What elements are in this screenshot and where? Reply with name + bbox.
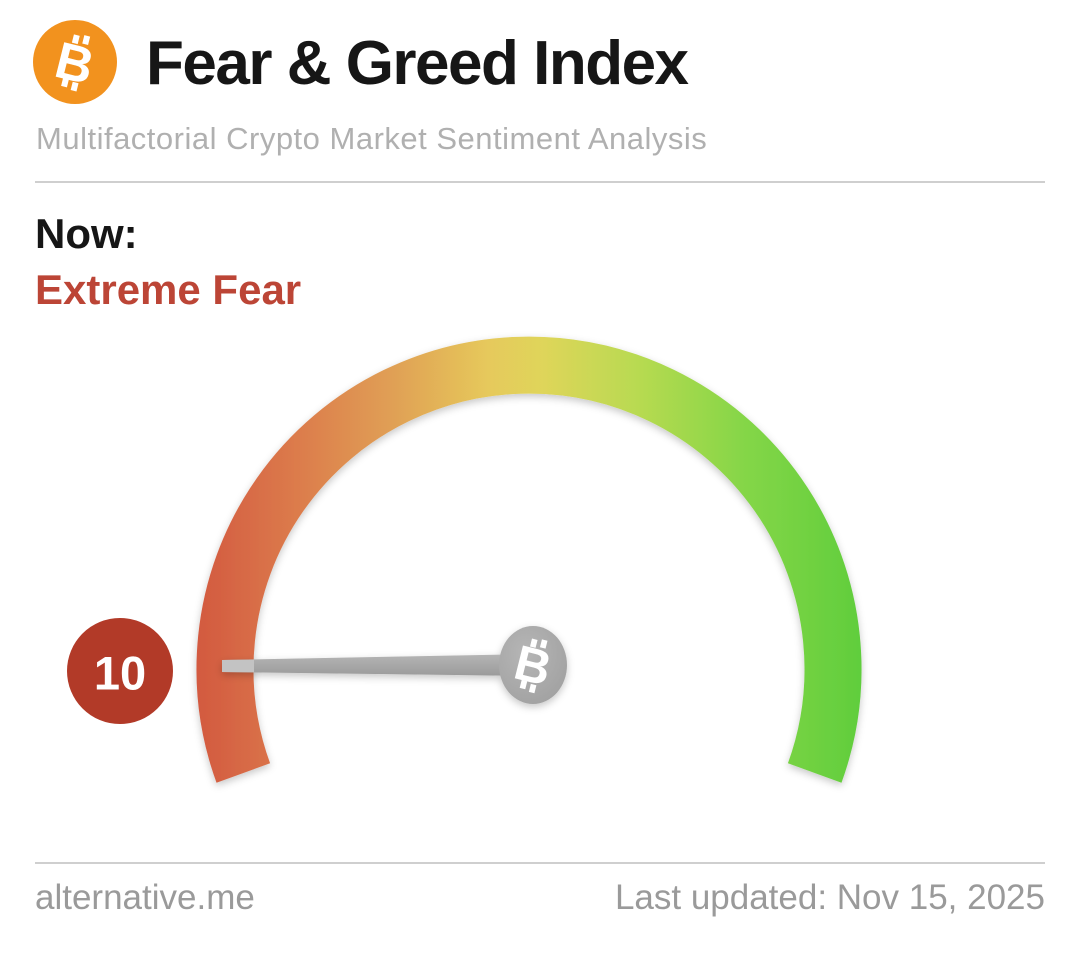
last-updated-text: Last updated: Nov 15, 2025 <box>614 878 1045 917</box>
needle-pointer <box>222 654 533 676</box>
source-link[interactable]: alternative.me <box>35 878 255 917</box>
now-label: Now: <box>35 210 138 257</box>
value-badge: 10 <box>67 618 173 724</box>
header-divider <box>35 181 1045 183</box>
bitcoin-logo-icon <box>33 20 117 104</box>
needle-tip-cap <box>222 659 254 673</box>
footer-divider <box>35 862 1045 864</box>
page-title: Fear & Greed Index <box>146 29 689 98</box>
page-subtitle: Multifactorial Crypto Market Sentiment A… <box>36 121 708 156</box>
gauge-arc <box>196 336 862 783</box>
sentiment-classification: Extreme Fear <box>35 266 302 313</box>
value-badge-text: 10 <box>94 647 146 700</box>
gauge-needle <box>222 626 567 704</box>
